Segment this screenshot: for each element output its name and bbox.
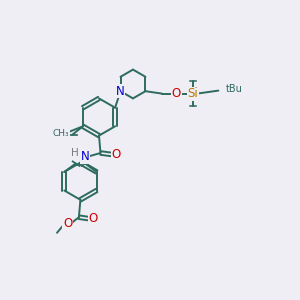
Text: O: O <box>63 217 72 230</box>
Text: Si: Si <box>188 87 198 100</box>
Text: tBu: tBu <box>226 84 243 94</box>
Text: O: O <box>88 212 98 225</box>
Text: H: H <box>71 148 79 158</box>
Text: O: O <box>112 148 121 161</box>
Text: N: N <box>116 85 125 98</box>
Text: N: N <box>80 150 89 163</box>
Text: O: O <box>172 87 181 100</box>
Text: CH₃: CH₃ <box>53 129 70 138</box>
